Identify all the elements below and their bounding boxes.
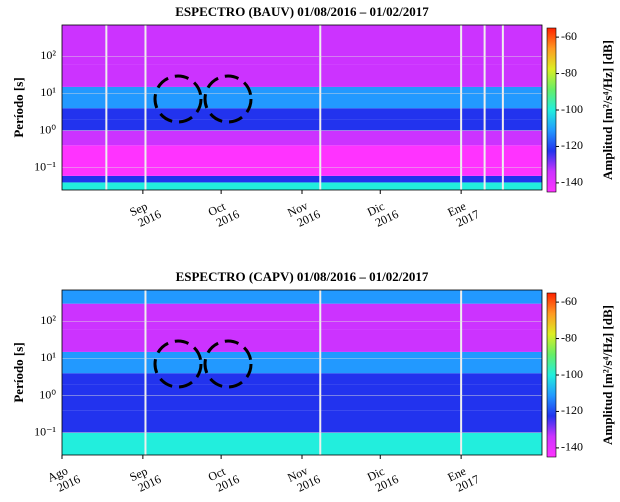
x-tick-label: Nov2016 (285, 195, 322, 231)
annotation-circle (153, 74, 203, 124)
heat-cell (62, 410, 542, 433)
colorbar-tick-label: -120 (561, 138, 583, 152)
colorbar (546, 292, 557, 458)
heat-cell (62, 329, 542, 352)
y-tick-label: 10⁻¹ (34, 159, 56, 173)
chart-title: ESPECTRO (CAPV) 01/08/2016 – 01/02/2017 (176, 269, 429, 284)
colorbar-label: Amplitud [m²/s⁴/Hz] [dB] (600, 40, 615, 180)
annotation-circle (203, 74, 253, 124)
heat-cell (62, 25, 542, 65)
colorbar-tick-label: -60 (561, 29, 577, 43)
heat-cell (62, 175, 542, 183)
annotation-circle (203, 339, 253, 389)
colorbar-tick-label: -60 (561, 294, 577, 308)
heat-cell (62, 351, 542, 374)
colorbar-tick-label: -120 (561, 403, 583, 417)
x-tick-label: Ago2016 (45, 460, 82, 496)
heat-cell (62, 119, 542, 131)
heat-cell (62, 373, 542, 385)
x-tick-label: Oct2016 (206, 195, 242, 231)
y-tick-label: 10⁰ (39, 122, 56, 136)
y-tick-label: 10¹ (40, 85, 56, 99)
colorbar-tick-label: -80 (561, 330, 577, 344)
x-tick-label: Nov2016 (285, 460, 322, 496)
plot-frame (61, 289, 543, 456)
x-tick-label: Ene2017 (445, 460, 481, 496)
x-tick-label: Dic2016 (365, 195, 401, 231)
colorbar-tick-label: -80 (561, 65, 577, 79)
y-tick-label: 10² (40, 313, 56, 327)
heat-cell (62, 303, 542, 330)
colorbar-label: Amplitud [m²/s⁴/Hz] [dB] (600, 305, 615, 445)
y-tick-label: 10² (40, 48, 56, 62)
y-tick-label: 10⁻¹ (34, 424, 56, 438)
heat-cell (62, 86, 542, 109)
heat-cell (62, 384, 542, 396)
heat-cell (62, 290, 542, 304)
y-tick-label: 10¹ (40, 350, 56, 364)
x-tick-label: Sep2016 (127, 195, 163, 231)
x-tick-label: Dic2016 (365, 460, 401, 496)
y-axis-label: Período [s] (11, 342, 26, 402)
heat-cell (62, 432, 542, 455)
colorbar-tick-label: -140 (561, 175, 583, 189)
colorbar-tick-label: -140 (561, 440, 583, 454)
heat-cell (62, 64, 542, 87)
heat-cell (62, 182, 542, 190)
chart-title: ESPECTRO (BAUV) 01/08/2016 – 01/02/2017 (175, 4, 429, 19)
plot-frame (61, 24, 543, 191)
heat-cell (62, 108, 542, 120)
y-axis-label: Período [s] (11, 77, 26, 137)
colorbar (546, 27, 557, 193)
heat-cell (62, 130, 542, 146)
colorbar-tick-label: -100 (561, 102, 583, 116)
x-tick-label: Ene2017 (445, 195, 481, 231)
y-tick-label: 10⁰ (39, 387, 56, 401)
heat-cell (62, 145, 542, 176)
annotation-circle (153, 339, 203, 389)
x-tick-label: Sep2016 (127, 460, 163, 496)
heat-cell (62, 395, 542, 411)
colorbar-tick-label: -100 (561, 367, 583, 381)
x-tick-label: Oct2016 (206, 460, 242, 496)
